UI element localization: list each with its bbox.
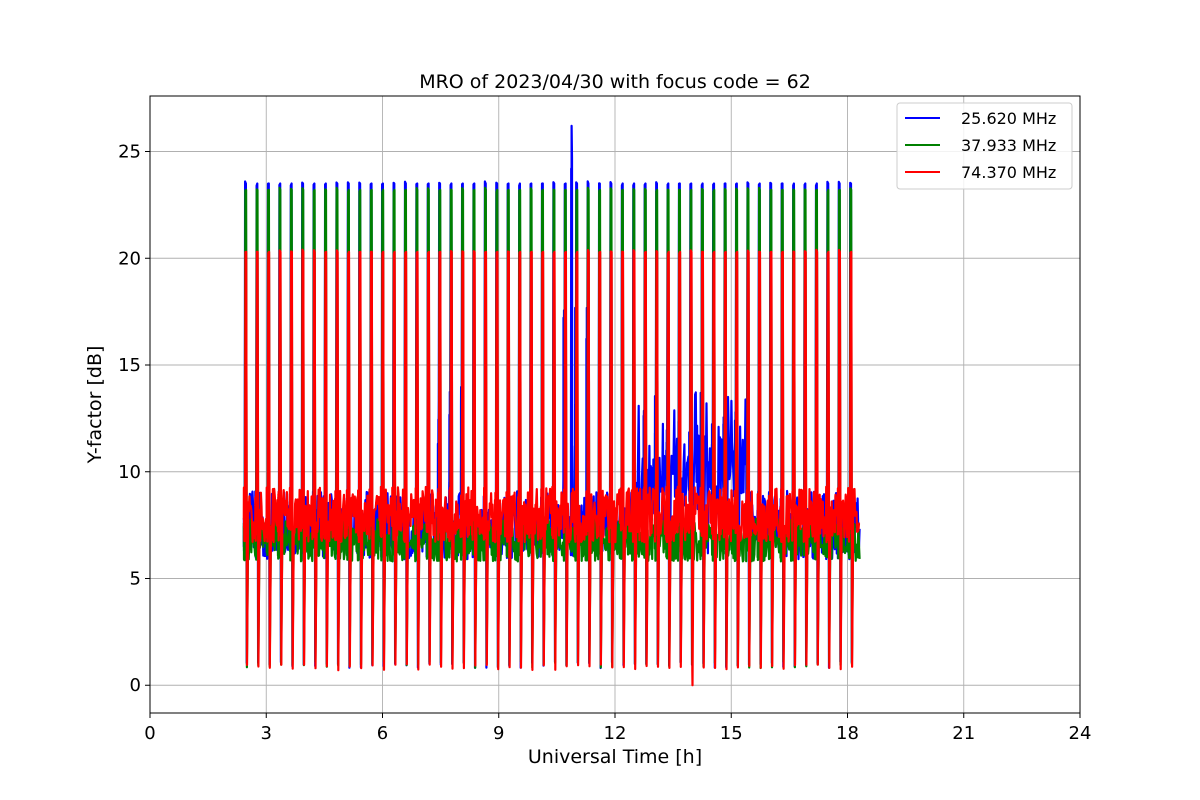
series-layer (242, 124, 861, 687)
x-tick-label: 24 (1069, 723, 1092, 744)
x-tick-label: 9 (493, 723, 504, 744)
x-tick-label: 3 (261, 723, 272, 744)
legend: 25.620 MHz 37.933 MHz 74.370 MHz (896, 102, 1073, 190)
x-tick-label: 6 (377, 723, 388, 744)
x-tick-label: 21 (952, 723, 975, 744)
chart-title: MRO of 2023/04/30 with focus code = 62 (419, 71, 811, 93)
legend-label: 74.370 MHz (961, 163, 1056, 182)
y-tick-label: 25 (118, 142, 141, 163)
y-tick-label: 15 (118, 355, 141, 376)
y-tick-label: 0 (130, 675, 141, 696)
y-tick-label: 20 (118, 248, 141, 269)
y-tick-label: 10 (118, 462, 141, 483)
legend-box (896, 102, 1073, 190)
x-tick-label: 15 (720, 723, 743, 744)
y-axis-label: Y-factor [dB] (84, 346, 106, 465)
ticks-layer: 0 3 6 9 12 15 18 21 24 0 5 10 15 20 25 (118, 142, 1091, 744)
x-tick-label: 12 (604, 723, 627, 744)
x-axis-label: Universal Time [h] (528, 746, 702, 768)
y-tick-label: 5 (130, 568, 141, 589)
legend-label: 25.620 MHz (961, 109, 1056, 128)
x-tick-label: 18 (836, 723, 859, 744)
legend-label: 37.933 MHz (961, 136, 1056, 155)
x-tick-label: 0 (144, 723, 155, 744)
series-line (242, 248, 861, 687)
